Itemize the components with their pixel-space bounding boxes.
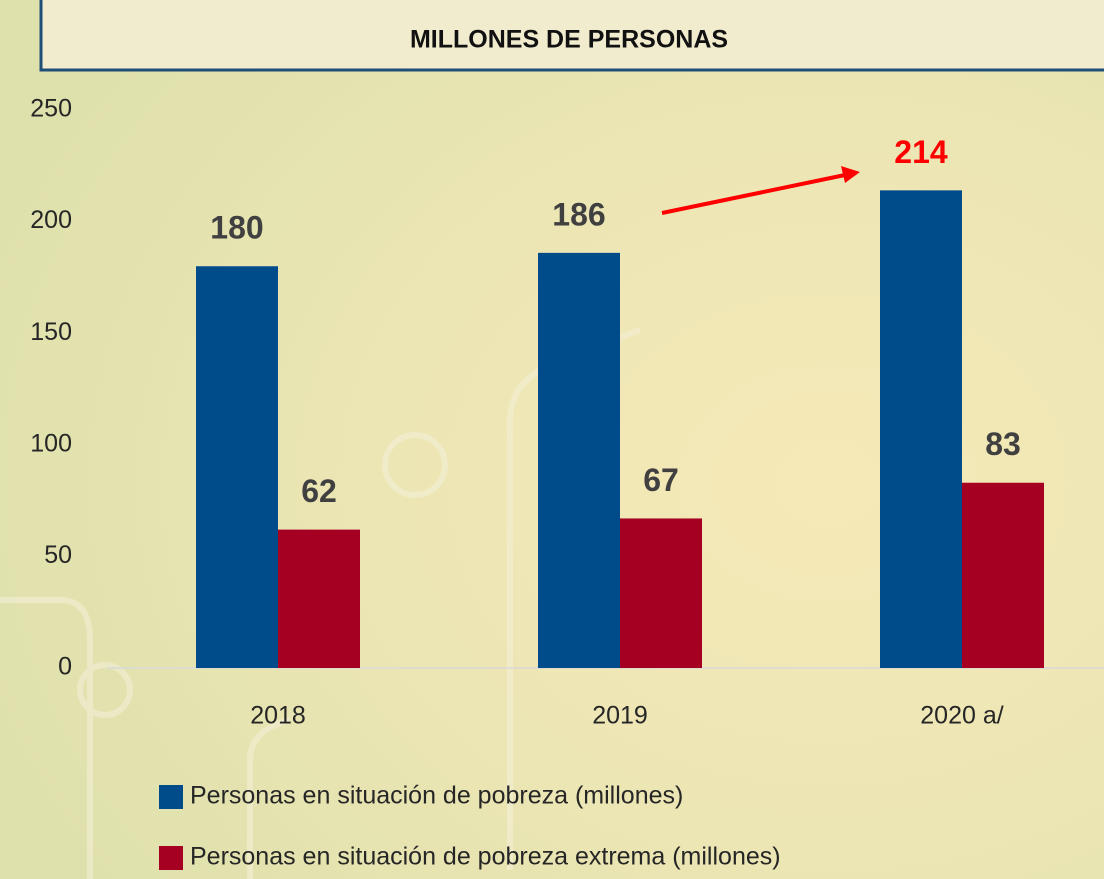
legend-label: Personas en situación de pobreza extrema… [190,843,781,871]
bar [880,190,962,669]
chart-title: MILLONES DE PERSONAS [410,26,728,54]
data-label: 214 [894,134,948,170]
y-tick-label: 250 [30,95,72,123]
data-label: 180 [210,210,263,246]
y-tick-label: 50 [44,541,72,569]
data-label: 186 [552,196,605,232]
y-tick-label: 0 [58,653,72,681]
bar [278,529,360,668]
legend-label: Personas en situación de pobreza (millon… [190,782,683,810]
bar [538,252,620,668]
bar [962,482,1044,668]
data-label: 62 [301,473,337,509]
legend-marker [159,785,183,809]
arrow-head [841,166,860,183]
x-tick-label: 2018 [250,702,306,730]
x-tick-label: 2019 [592,702,648,730]
title-box [39,0,1104,72]
arrow [661,173,846,215]
bar [196,266,278,668]
data-label: 83 [985,426,1021,462]
data-label: 67 [643,462,679,498]
y-tick-label: 100 [30,429,72,457]
bar [620,518,702,668]
legend-marker [159,846,183,870]
y-tick-label: 200 [30,206,72,234]
x-tick-label: 2020 a/ [920,702,1003,730]
y-tick-label: 150 [30,318,72,346]
